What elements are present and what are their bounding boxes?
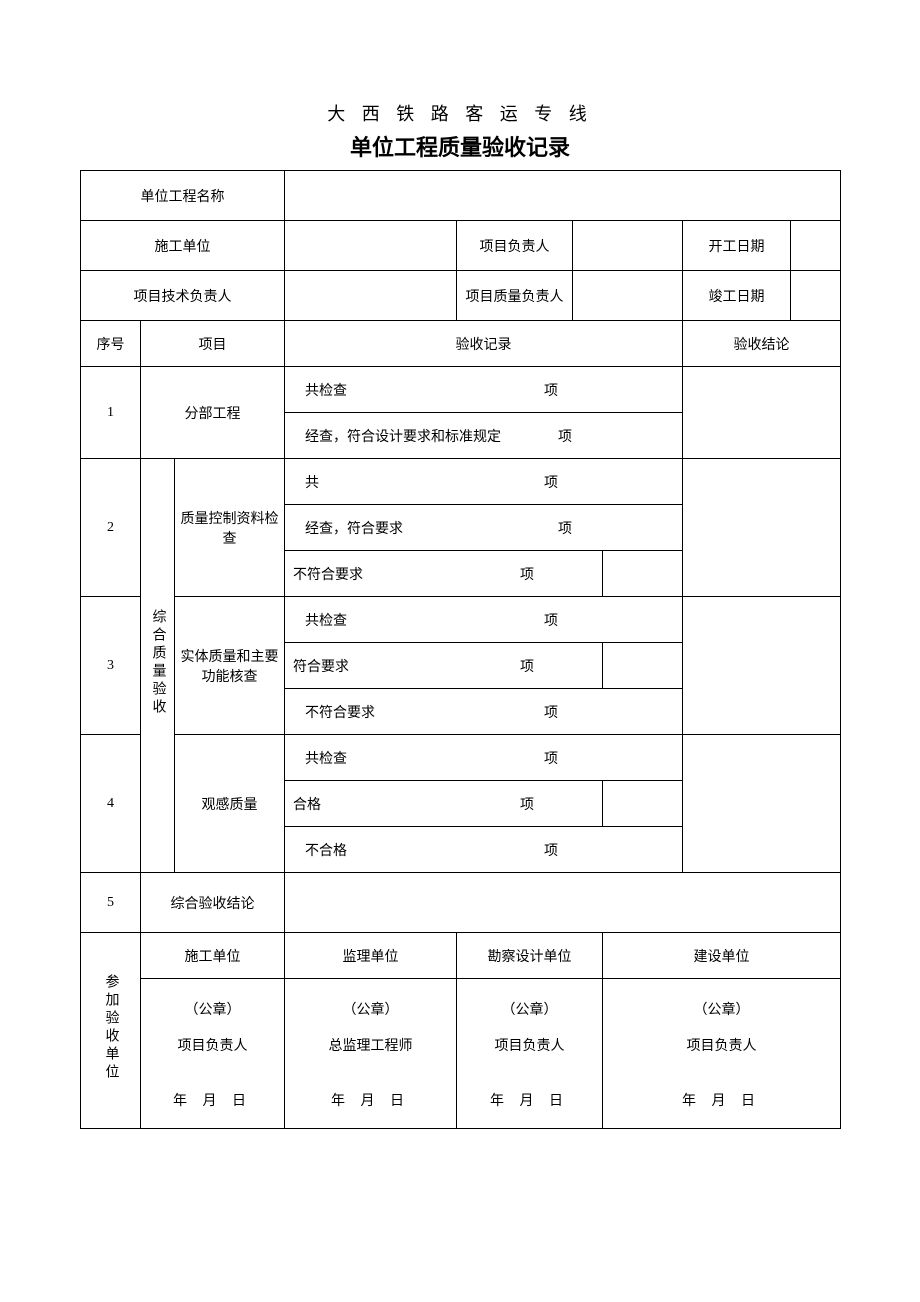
conc-1 [683, 367, 841, 459]
rec-2a-suf: 项 [544, 472, 558, 492]
rec-3c-suf: 项 [544, 702, 558, 722]
label-start-date: 开工日期 [683, 221, 791, 271]
value-tech-leader [285, 271, 457, 321]
rec-3b-extra [603, 643, 683, 689]
conc-4 [683, 735, 841, 873]
rec-2c-pre: 不符合要求 [293, 564, 363, 584]
col-item: 项目 [141, 321, 285, 367]
rec-2c: 不符合要求 项 [285, 551, 603, 597]
rec-4b: 合格 项 [285, 781, 603, 827]
sig-col3-role: 项目负责人 [457, 1029, 602, 1065]
rec-2b-suf: 项 [558, 518, 572, 538]
rec-4a-pre: 共检查 [305, 748, 347, 768]
rec-4b-pre: 合格 [293, 794, 321, 814]
sig-col3-stamp: （公章） [457, 993, 602, 1029]
sig-col2: （公章） 总监理工程师 年 月 日 [285, 979, 457, 1129]
rec-2b: 经查，符合要求 项 [285, 505, 683, 551]
sig-col2-date: 年 月 日 [285, 1084, 456, 1120]
rec-4b-extra [603, 781, 683, 827]
value-quality-leader [573, 271, 683, 321]
label-construction-unit: 施工单位 [81, 221, 285, 271]
sig-col2-h: 监理单位 [285, 933, 457, 979]
rec-1b-suf: 项 [558, 426, 572, 446]
col-conclusion: 验收结论 [683, 321, 841, 367]
sig-col1-role: 项目负责人 [141, 1029, 284, 1065]
sig-col4-date: 年 月 日 [603, 1084, 840, 1120]
rec-1a: 共检查 项 [285, 367, 683, 413]
value-project-leader [573, 221, 683, 271]
col-seq: 序号 [81, 321, 141, 367]
rec-2b-pre: 经查，符合要求 [305, 518, 403, 538]
rec-3b-pre: 符合要求 [293, 656, 349, 676]
label-unit-project-name: 单位工程名称 [81, 171, 285, 221]
sig-col3-h: 勘察设计单位 [457, 933, 603, 979]
sig-col4: （公章） 项目负责人 年 月 日 [603, 979, 841, 1129]
item-visual: 观感质量 [175, 735, 285, 873]
rec-4c-pre: 不合格 [305, 840, 347, 860]
value-construction-unit [285, 221, 457, 271]
rec-1a-suf: 项 [544, 380, 558, 400]
value-overall [285, 873, 841, 933]
sig-col3: （公章） 项目负责人 年 月 日 [457, 979, 603, 1129]
sig-col1: （公章） 项目负责人 年 月 日 [141, 979, 285, 1129]
item-subsection: 分部工程 [141, 367, 285, 459]
sig-col1-date: 年 月 日 [141, 1084, 284, 1120]
sig-col1-stamp: （公章） [141, 993, 284, 1029]
seq-2: 2 [81, 459, 141, 597]
label-quality-leader: 项目质量负责人 [457, 271, 573, 321]
label-participants-text: 参加验收单位 [101, 974, 121, 1082]
seq-4: 4 [81, 735, 141, 873]
rec-3c-pre: 不符合要求 [305, 702, 375, 722]
sig-col4-stamp: （公章） [603, 993, 840, 1029]
page: 大 西 铁 路 客 运 专 线 单位工程质量验收记录 单位工程名称 施工单位 项… [0, 0, 920, 1189]
rec-4a-suf: 项 [544, 748, 558, 768]
rec-4c-suf: 项 [544, 840, 558, 860]
rec-4b-suf: 项 [520, 794, 534, 814]
item-comprehensive: 综合质量验收 [141, 459, 175, 873]
seq-5: 5 [81, 873, 141, 933]
item-overall: 综合验收结论 [141, 873, 285, 933]
label-participants: 参加验收单位 [81, 933, 141, 1129]
rec-3b-suf: 项 [520, 656, 534, 676]
rec-3a: 共检查 项 [285, 597, 683, 643]
rec-1b-pre: 经查，符合设计要求和标准规定 [305, 426, 501, 446]
seq-3: 3 [81, 597, 141, 735]
value-unit-project-name [285, 171, 841, 221]
rec-1b: 经查，符合设计要求和标准规定 项 [285, 413, 683, 459]
conc-3 [683, 597, 841, 735]
item-entity-func: 实体质量和主要功能核查 [175, 597, 285, 735]
rec-3a-pre: 共检查 [305, 610, 347, 630]
sig-col3-date: 年 月 日 [457, 1084, 602, 1120]
title-line2: 单位工程质量验收记录 [80, 130, 840, 162]
rec-2a-pre: 共 [305, 472, 319, 492]
form-table: 单位工程名称 施工单位 项目负责人 开工日期 项目技术负责人 项目质量负责人 竣… [80, 170, 841, 1129]
rec-2c-suf: 项 [520, 564, 534, 584]
rec-1a-pre: 共检查 [305, 380, 347, 400]
label-tech-leader: 项目技术负责人 [81, 271, 285, 321]
rec-4c: 不合格 项 [285, 827, 683, 873]
sig-col1-h: 施工单位 [141, 933, 285, 979]
title-line1: 大 西 铁 路 客 运 专 线 [80, 100, 840, 126]
rec-3c: 不符合要求 项 [285, 689, 683, 735]
item-qc-data: 质量控制资料检查 [175, 459, 285, 597]
conc-2 [683, 459, 841, 597]
sig-col4-h: 建设单位 [603, 933, 841, 979]
rec-4a: 共检查 项 [285, 735, 683, 781]
item-comprehensive-text: 综合质量验收 [148, 609, 168, 717]
sig-col2-role: 总监理工程师 [285, 1029, 456, 1065]
sig-col2-stamp: （公章） [285, 993, 456, 1029]
label-project-leader: 项目负责人 [457, 221, 573, 271]
col-record: 验收记录 [285, 321, 683, 367]
seq-1: 1 [81, 367, 141, 459]
value-end-date [791, 271, 841, 321]
rec-2c-extra [603, 551, 683, 597]
rec-2a: 共 项 [285, 459, 683, 505]
sig-col4-role: 项目负责人 [603, 1029, 840, 1065]
rec-3a-suf: 项 [544, 610, 558, 630]
label-end-date: 竣工日期 [683, 271, 791, 321]
rec-3b: 符合要求 项 [285, 643, 603, 689]
value-start-date [791, 221, 841, 271]
